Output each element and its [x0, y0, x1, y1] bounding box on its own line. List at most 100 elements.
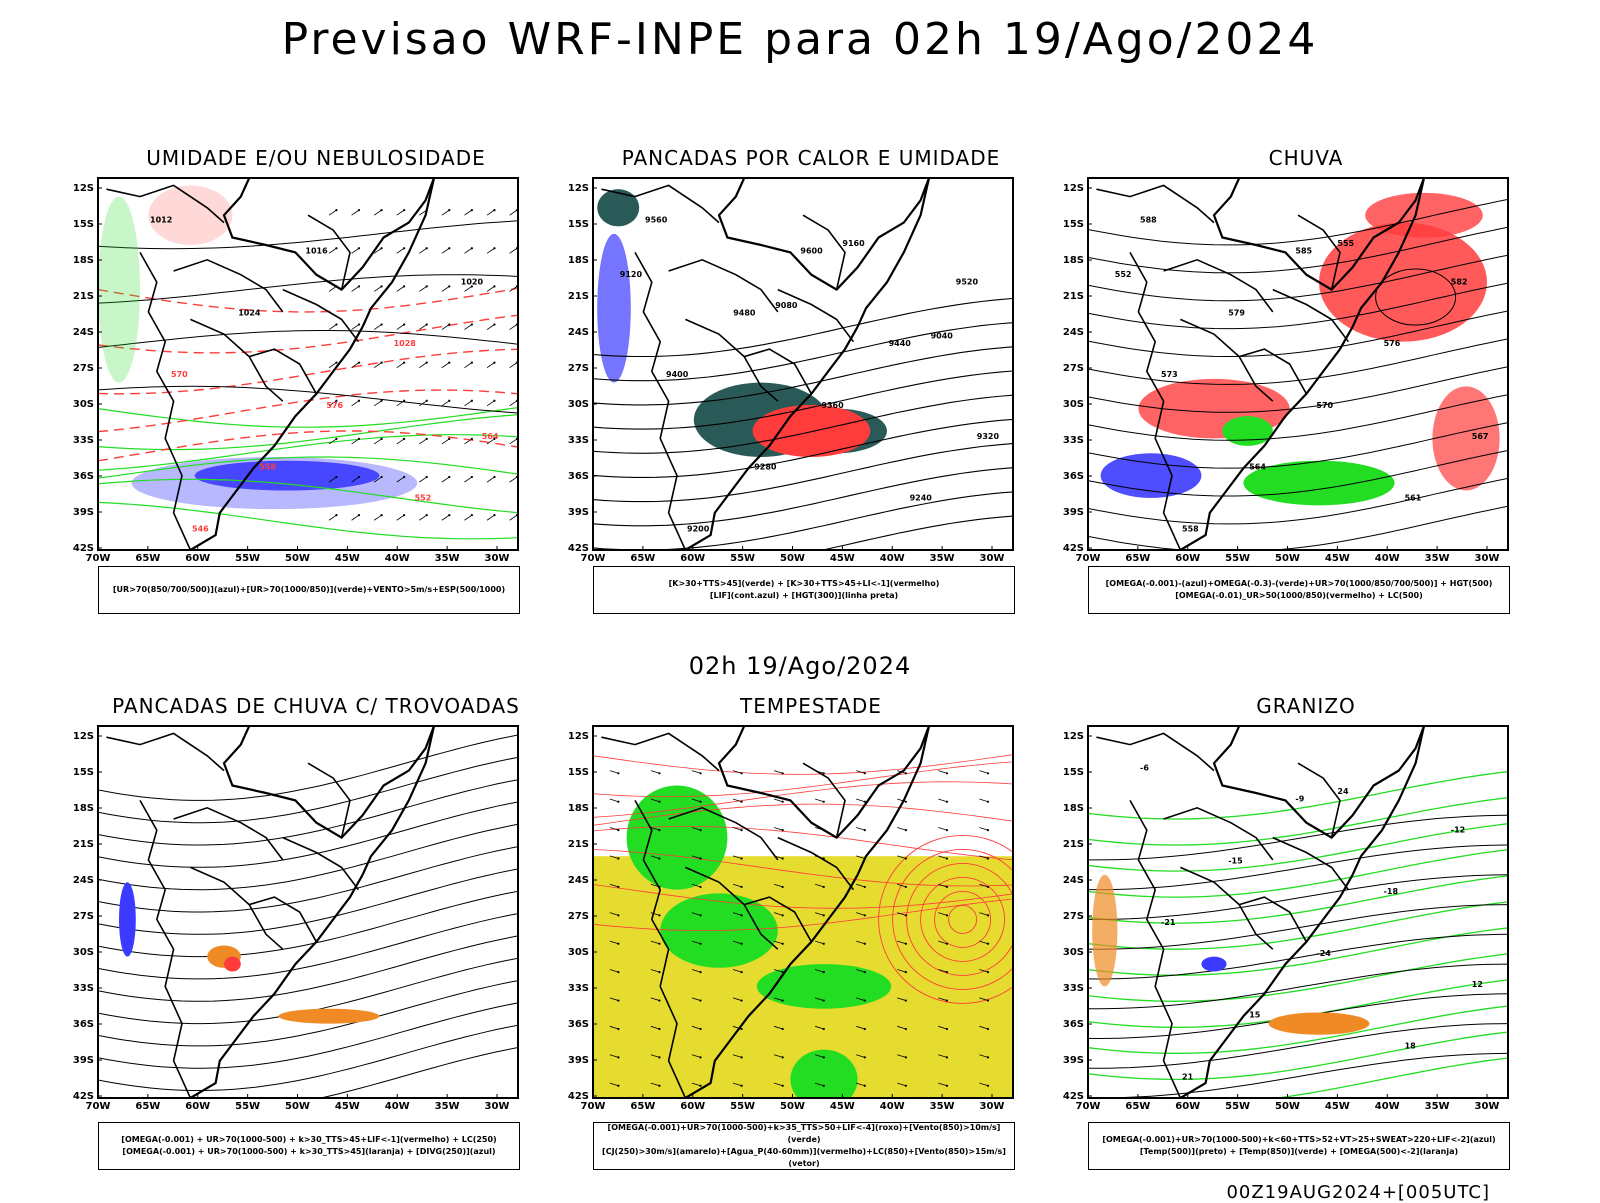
lon-label: 60W: [185, 1101, 210, 1112]
legend-box: [UR>70(850/700/500)](azul)+[UR>70(1000/8…: [98, 566, 520, 614]
lon-label: 55W: [235, 553, 260, 564]
panel-chuva: CHUVA 588 585 582 579 576 573 570 567 564 561 558 55…: [1046, 146, 1566, 636]
panel-umidade: UMIDADE E/OU NEBULOSIDADE 1012 1016 1020 102…: [56, 146, 576, 636]
lat-42s-label: 42S: [568, 543, 589, 554]
lat-12s-label: 12S: [568, 731, 589, 742]
contour-label: 9200: [687, 524, 710, 533]
lon-label: 65W: [1125, 553, 1150, 564]
lat-12s-label: 12S: [73, 731, 94, 742]
lon-label: 30W: [1475, 1101, 1500, 1112]
lat-39s-label: 39S: [568, 1055, 589, 1066]
legend-box: [OMEGA(-0.001) + UR>70(1000-500) + k>30_…: [98, 1122, 520, 1170]
contour-label: 9320: [977, 432, 1000, 441]
lat-33s-label: 33S: [1063, 983, 1084, 994]
lon-label: 45W: [830, 553, 855, 564]
map-frame: [1087, 725, 1509, 1099]
field-overlay: [98, 185, 518, 540]
contour-label: 552: [415, 494, 432, 503]
lat-12s-label: 12S: [568, 183, 589, 194]
lat-15s-label: 15S: [73, 767, 94, 778]
contour-label: 555: [1337, 239, 1354, 248]
contour-label: 579: [1228, 308, 1245, 317]
contour-label: 564: [482, 432, 499, 441]
lat-18s-label: 18S: [73, 255, 94, 266]
lon-label: 30W: [1475, 553, 1500, 564]
lat-42s-label: 42S: [1063, 543, 1084, 554]
lon-label: 45W: [1325, 1101, 1350, 1112]
contour-label: 1028: [394, 339, 417, 348]
lon-label: 50W: [1275, 553, 1300, 564]
contour-label: 9280: [754, 463, 777, 472]
legend-line: [LIF](cont.azul) + [HGT(300)](linha pret…: [709, 591, 899, 600]
contour-label: 9560: [645, 216, 668, 225]
contour-label: 12: [1472, 980, 1483, 989]
map-canvas: -6 -9 -12 -15 -18 -21 -24 12 15 18 21 24 12S 15S 18S 21…: [1063, 725, 1509, 1112]
lon-label: 65W: [1125, 1101, 1150, 1112]
lon-label: 35W: [1425, 553, 1450, 564]
lat-21s-label: 21S: [1063, 839, 1084, 850]
lat-39s-label: 39S: [1063, 507, 1084, 518]
lat-30s-label: 30S: [73, 399, 94, 410]
contour-label: 24: [1337, 787, 1349, 796]
legend-line: [OMEGA(-0.01)_UR>50(1000/850)(vermelho) …: [1175, 591, 1423, 600]
contour-label: 1024: [238, 308, 261, 317]
lon-label: 55W: [730, 553, 755, 564]
lon-label: 50W: [780, 1101, 805, 1112]
lat-42s-label: 42S: [73, 543, 94, 554]
lon-label: 55W: [1225, 1101, 1250, 1112]
map-canvas: 588 585 582 579 576 573 570 567 564 561 558 555 552 1…: [1063, 177, 1509, 564]
map-borders: [1096, 726, 1426, 1098]
map-canvas: 9560 9600 9520 9480 9440 9400 9360 9320 9280 9240…: [568, 177, 1014, 564]
lat-21s-label: 21S: [1063, 291, 1084, 302]
legend-line: [UR>70(850/700/500)](azul)+[UR>70(1000/8…: [112, 585, 506, 594]
lon-label: 30W: [980, 1101, 1005, 1112]
contour-label: 9040: [931, 332, 954, 341]
lon-label: 50W: [1275, 1101, 1300, 1112]
lat-36s-label: 36S: [73, 471, 94, 482]
lat-33s-label: 33S: [568, 435, 589, 446]
contour-label: -9: [1295, 795, 1304, 804]
map-borders: [106, 726, 436, 1098]
contour-label: 9600: [800, 247, 823, 256]
contour-label: 570: [1316, 401, 1333, 410]
lon-label: 35W: [930, 1101, 955, 1112]
lon-label: 60W: [185, 553, 210, 564]
lat-24s-label: 24S: [568, 875, 589, 886]
lon-label: 40W: [1375, 553, 1400, 564]
lon-label: 50W: [285, 1101, 310, 1112]
contour-label: 558: [1182, 524, 1199, 533]
field-overlay: [593, 189, 1013, 550]
lat-27s-label: 27S: [568, 363, 589, 374]
lat-36s-label: 36S: [1063, 471, 1084, 482]
contour-label: 546: [192, 524, 209, 533]
lat-30s-label: 30S: [1063, 947, 1084, 958]
lat-33s-label: 33S: [568, 983, 589, 994]
contour-label: 588: [1140, 216, 1157, 225]
lon-label: 50W: [285, 553, 310, 564]
contour-label: 9440: [889, 339, 912, 348]
contour-label: 552: [1115, 270, 1132, 279]
lat-33s-label: 33S: [73, 435, 94, 446]
lat-30s-label: 30S: [1063, 399, 1084, 410]
lon-label: 55W: [235, 1101, 260, 1112]
lat-18s-label: 18S: [1063, 803, 1084, 814]
map-borders: [601, 178, 931, 550]
panel-title: PANCADAS POR CALOR E UMIDADE: [621, 146, 1001, 170]
panel-title: PANCADAS DE CHUVA C/ TROVOADAS: [112, 694, 520, 718]
lon-label: 70W: [581, 1101, 606, 1112]
panel-tempestade: TEMPESTADE 12S 15S 18S 21S 24S 27S 30S 33S 36S 39S…: [551, 694, 1071, 1184]
panel-pancadas-trovoadas: PANCADAS DE CHUVA C/ TROVOADAS 12S 15S 18S 2…: [56, 694, 576, 1184]
lon-label: 30W: [980, 553, 1005, 564]
legend-line: [Temp(500)](preto) + [Temp(850)](verde) …: [1139, 1147, 1459, 1156]
contour-label: 585: [1295, 247, 1312, 256]
lon-label: 45W: [335, 553, 360, 564]
contour-label: -24: [1316, 949, 1331, 958]
field-overlay: [98, 734, 518, 1098]
contour-label: 18: [1405, 1042, 1417, 1051]
map-frame: [592, 177, 1014, 551]
lon-label: 40W: [1375, 1101, 1400, 1112]
contour-label: 567: [1472, 432, 1489, 441]
lon-label: 70W: [86, 1101, 111, 1112]
contour-label: 9240: [910, 494, 933, 503]
